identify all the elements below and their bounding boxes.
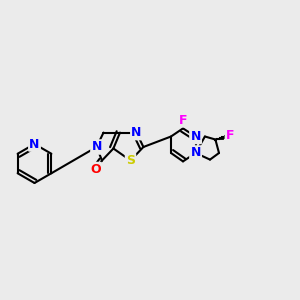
- Text: O: O: [90, 163, 101, 176]
- Text: N: N: [190, 146, 201, 160]
- Text: N: N: [131, 126, 142, 139]
- Text: N: N: [190, 130, 201, 143]
- Text: N: N: [29, 137, 40, 151]
- Text: F: F: [226, 129, 234, 142]
- Text: F: F: [179, 113, 187, 127]
- Text: S: S: [126, 154, 135, 167]
- Text: N: N: [92, 140, 102, 154]
